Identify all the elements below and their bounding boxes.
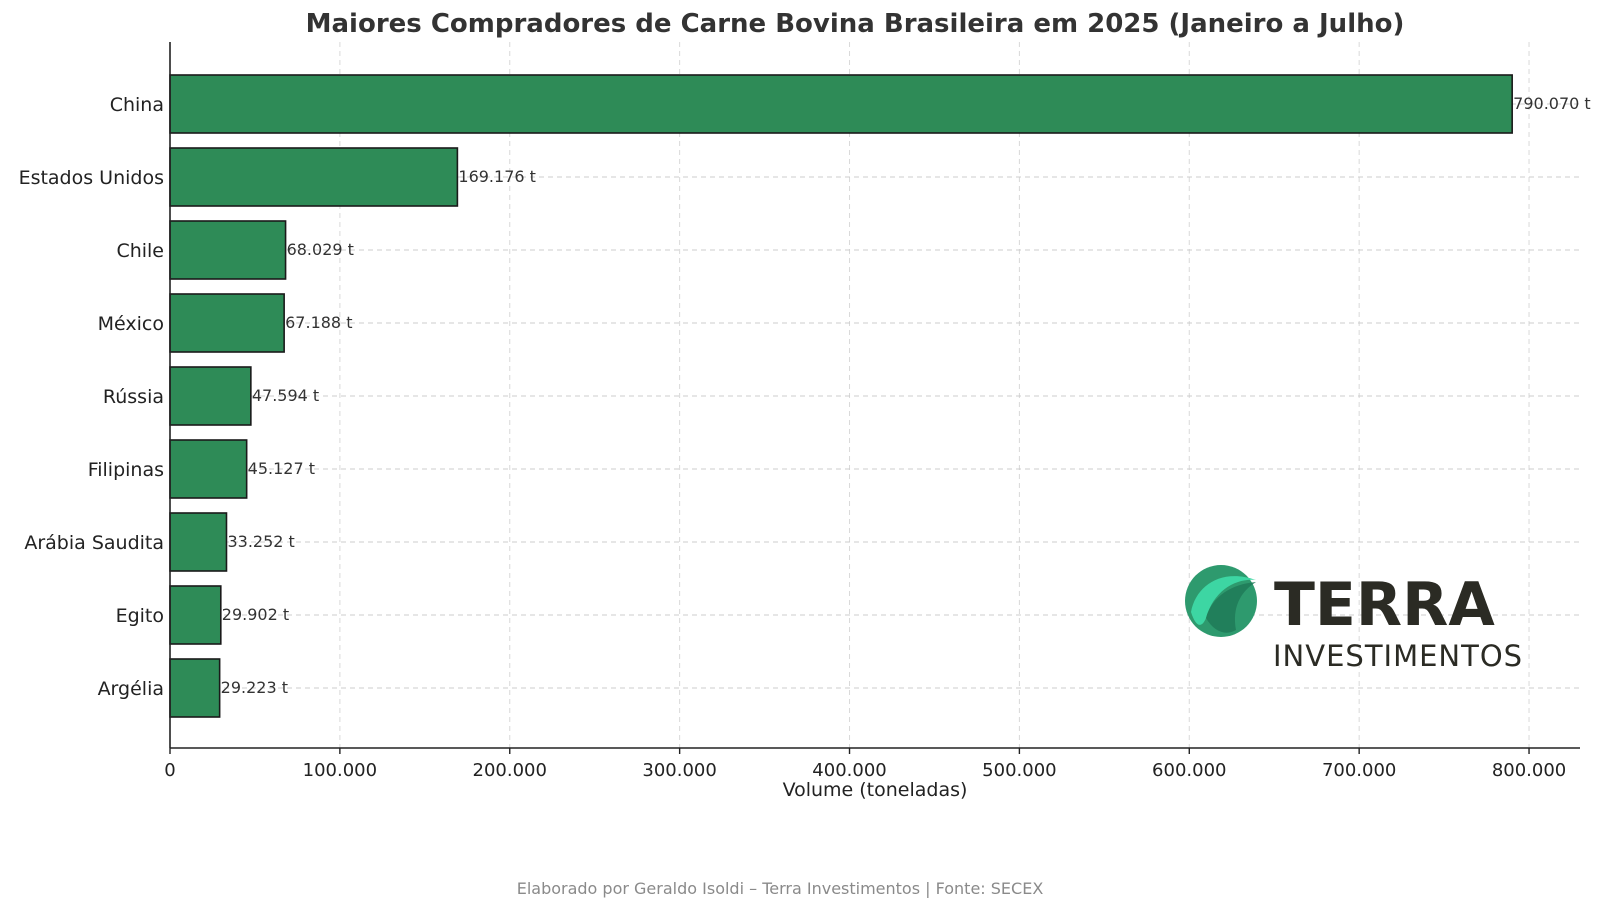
bar <box>169 512 228 572</box>
category-label: México <box>98 313 164 335</box>
footer-credit: Elaborado por Geraldo Isoldi – Terra Inv… <box>517 879 1044 898</box>
data-label: 47.594 t <box>252 386 319 405</box>
x-ticks: 0 100.000 200.000 300.000 400.000 500.000 600.… <box>164 748 1566 781</box>
data-label: 67.188 t <box>285 313 352 332</box>
category-label: Filipinas <box>88 459 164 481</box>
data-label: 29.223 t <box>221 678 288 697</box>
bar <box>169 74 1513 134</box>
category-label: Arábia Saudita <box>24 532 164 554</box>
category-label: Argélia <box>98 678 164 700</box>
data-label: 790.070 t <box>1513 94 1591 113</box>
category-label: Chile <box>116 240 164 262</box>
category-label: Egito <box>116 605 164 627</box>
bar <box>169 658 221 718</box>
bar <box>169 439 248 499</box>
terra-logo: TERRA INVESTIMENTOS <box>1185 565 1523 673</box>
bar <box>169 293 285 353</box>
data-label: 29.902 t <box>222 605 289 624</box>
data-label: 45.127 t <box>248 459 315 478</box>
category-label: Rússia <box>103 386 164 408</box>
bars: China 790.070 t Estados Unidos 169.176 t Chi… <box>19 74 1591 718</box>
axes <box>169 42 1580 749</box>
bar <box>169 147 459 207</box>
bar <box>169 366 252 426</box>
data-label: 33.252 t <box>227 532 294 551</box>
x-tick-label: 0 <box>164 760 175 781</box>
grid <box>170 42 1580 748</box>
data-label: 169.176 t <box>458 167 536 186</box>
chart-title: Maiores Compradores de Carne Bovina Bras… <box>306 9 1405 39</box>
terra-logo-mark <box>1185 565 1257 637</box>
bar <box>169 585 222 645</box>
x-axis-title: Volume (toneladas) <box>783 779 968 801</box>
x-tick-label: 700.000 <box>1322 760 1396 781</box>
bar <box>169 220 287 280</box>
category-label: China <box>110 94 164 116</box>
logo-title: TERRA <box>1274 570 1495 640</box>
x-tick-label: 400.000 <box>812 760 886 781</box>
x-tick-label: 300.000 <box>642 760 716 781</box>
x-tick-label: 100.000 <box>303 760 377 781</box>
logo-subtitle: INVESTIMENTOS <box>1273 639 1523 673</box>
x-tick-label: 800.000 <box>1492 760 1566 781</box>
x-tick-label: 600.000 <box>1152 760 1226 781</box>
x-tick-label: 500.000 <box>982 760 1056 781</box>
data-label: 68.029 t <box>287 240 354 259</box>
category-label: Estados Unidos <box>19 167 164 189</box>
x-tick-label: 200.000 <box>473 760 547 781</box>
